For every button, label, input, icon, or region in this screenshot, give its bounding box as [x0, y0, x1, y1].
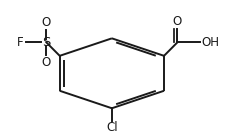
- Text: S: S: [42, 36, 51, 49]
- Text: OH: OH: [201, 36, 219, 49]
- Text: Cl: Cl: [106, 121, 118, 134]
- Text: O: O: [42, 56, 51, 69]
- Text: O: O: [42, 16, 51, 29]
- Text: O: O: [173, 15, 182, 28]
- Text: F: F: [17, 36, 24, 49]
